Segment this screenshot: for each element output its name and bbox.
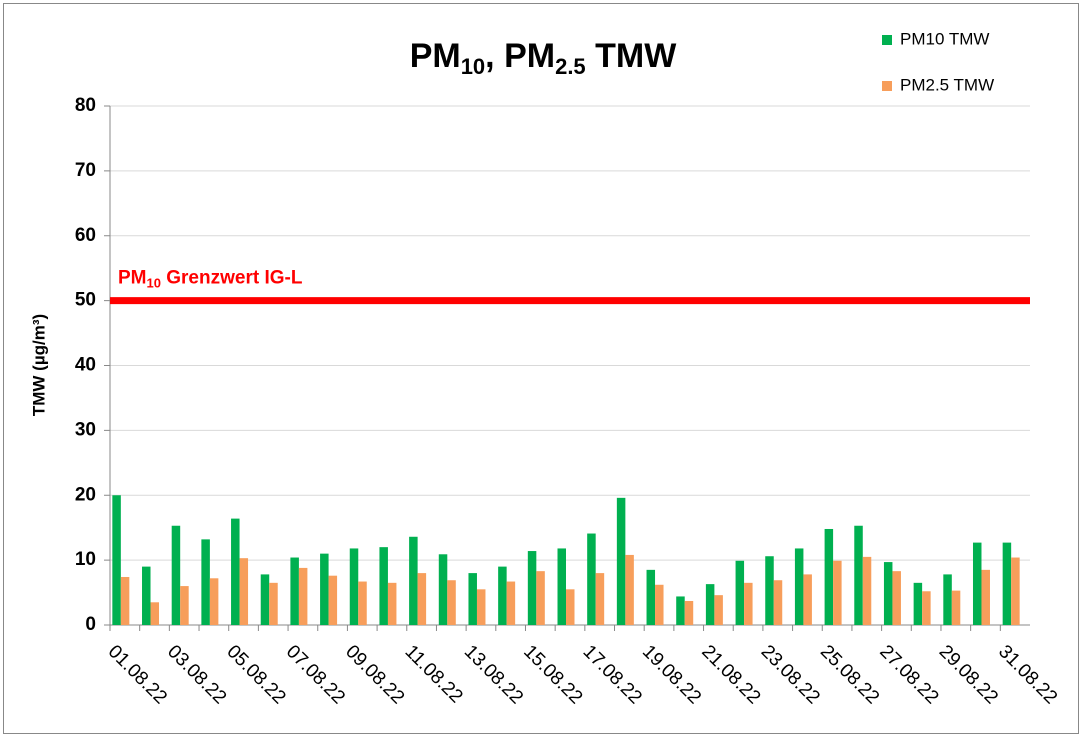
bar [735, 560, 745, 625]
bar [180, 586, 189, 625]
y-tick-label: 80 [75, 95, 96, 116]
bar [536, 571, 545, 625]
threshold-label-part: PM [118, 268, 147, 289]
chart-title-part: , PM [485, 37, 555, 75]
bar [705, 584, 715, 625]
bar [349, 548, 359, 625]
bar [913, 582, 923, 625]
bar [587, 533, 596, 625]
bar [379, 547, 388, 625]
bar [676, 596, 685, 625]
threshold-label-part: Grenzwert IG-L [161, 268, 303, 289]
bar [120, 576, 130, 625]
chart-title-part: 10 [461, 54, 485, 79]
bar [527, 551, 537, 625]
bar [744, 582, 753, 625]
legend-label: PM10 TMW [900, 29, 989, 48]
bar [557, 548, 566, 625]
y-axis-label: TMW (µg/m³) [29, 314, 48, 416]
bar [290, 557, 299, 625]
bar [566, 589, 575, 625]
bar [150, 602, 160, 625]
bar [201, 539, 210, 625]
bar [142, 566, 151, 625]
bar [320, 553, 329, 625]
bar [646, 569, 656, 625]
bar [447, 580, 456, 625]
bar [794, 548, 804, 625]
bar [298, 567, 308, 625]
threshold-label: PM10 Grenzwert IG-L [118, 268, 303, 291]
y-tick-label: 30 [75, 419, 96, 440]
bar [269, 582, 278, 625]
bar [625, 554, 634, 625]
bar [616, 497, 626, 625]
y-tick-label: 20 [75, 484, 96, 505]
legend-swatch [882, 35, 892, 45]
bar [943, 574, 952, 625]
bar [171, 525, 181, 625]
chart-title-part: TMW [586, 37, 678, 75]
chart-title-part: 2.5 [555, 54, 586, 79]
threshold-label-part: 10 [147, 276, 161, 291]
y-tick-label: 60 [75, 225, 96, 246]
bar [1011, 557, 1020, 625]
bar [231, 518, 240, 625]
bar [773, 580, 783, 625]
bar [387, 582, 397, 625]
chart-title: PM10, PM2.5 TMW [410, 37, 678, 79]
bar [595, 573, 605, 625]
bar [892, 571, 901, 625]
bar [498, 566, 507, 625]
bar [328, 575, 338, 625]
bar [438, 554, 448, 625]
bar [506, 581, 516, 625]
y-tick-label: 0 [85, 614, 96, 635]
y-tick-label: 70 [75, 160, 96, 181]
bar [833, 560, 842, 625]
bar [684, 600, 694, 625]
bar [209, 578, 219, 625]
y-tick-label: 40 [75, 355, 96, 376]
bar [112, 495, 121, 625]
bar [358, 581, 367, 625]
y-tick-label: 50 [75, 290, 96, 311]
bar [951, 590, 961, 625]
bar [862, 556, 872, 625]
bar [1002, 542, 1012, 625]
bar [476, 589, 486, 625]
bar [655, 584, 664, 625]
legend-label: PM2.5 TMW [900, 75, 994, 94]
bar [803, 574, 812, 625]
bar [239, 558, 249, 625]
bar [922, 591, 931, 625]
bar [714, 595, 723, 625]
bar [972, 542, 982, 625]
bar [824, 528, 834, 625]
bar [417, 573, 427, 625]
bar [765, 556, 774, 625]
bar [981, 569, 990, 625]
bar [260, 574, 270, 625]
bar [854, 525, 863, 625]
legend-swatch [882, 81, 892, 91]
bar [409, 536, 418, 625]
bar [883, 562, 893, 625]
bar [468, 573, 477, 625]
y-tick-label: 10 [75, 549, 96, 570]
chart-title-part: PM [410, 37, 461, 75]
